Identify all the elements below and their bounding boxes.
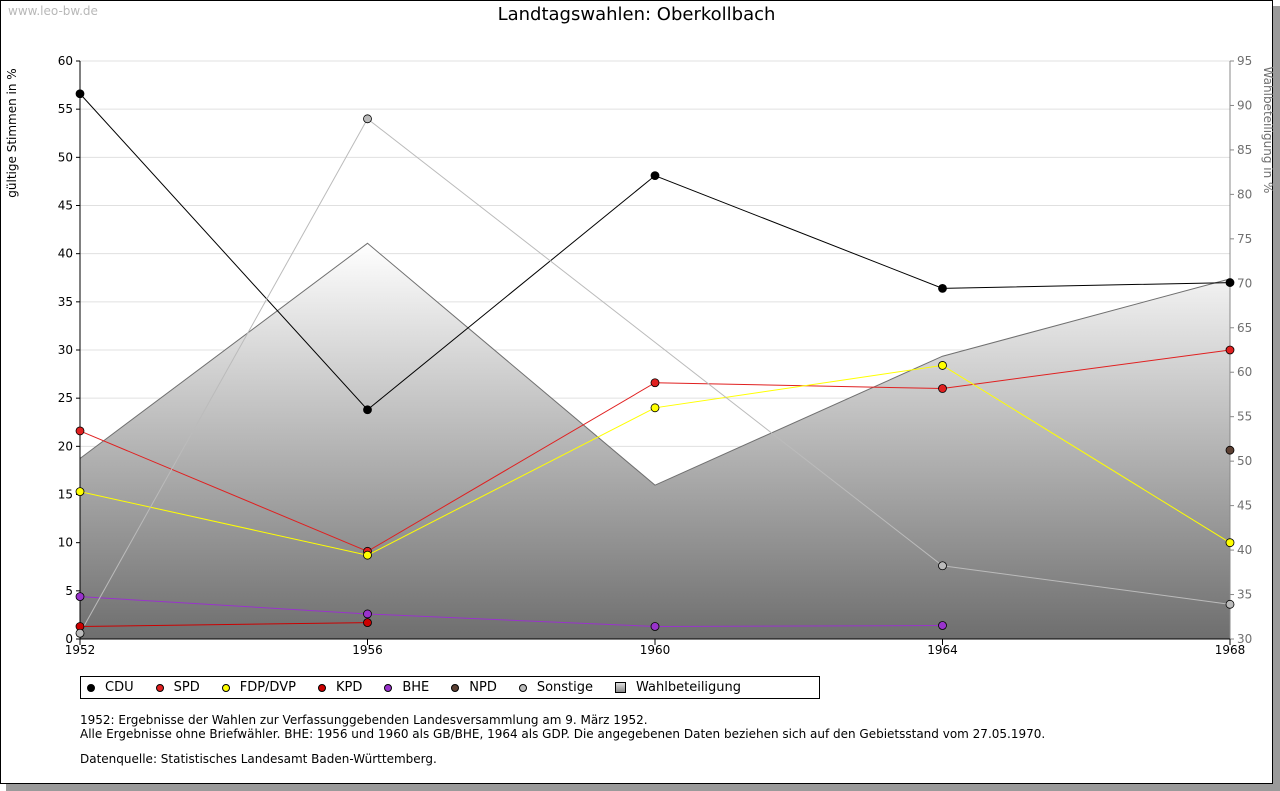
legend-item-spd: SPD (155, 680, 200, 695)
point-bhe (938, 621, 947, 630)
legend-item-fdp-dvp: FDP/DVP (221, 680, 296, 695)
frame-shadow-bottom (6, 784, 1280, 791)
point-kpd (363, 618, 372, 628)
y2-tick-label: 35 (1237, 588, 1252, 602)
x-tick-label: 1952 (65, 643, 96, 657)
y-axis-label: gültige Stimmen in % (5, 68, 19, 197)
point-fdp-dvp (363, 550, 372, 560)
legend-label: NPD (469, 680, 497, 695)
note-line: 1952: Ergebnisse der Wahlen zur Verfassu… (80, 713, 648, 727)
y2-tick-label: 90 (1237, 98, 1252, 112)
y-tick-label: 35 (58, 295, 73, 309)
point-cdu (75, 89, 85, 99)
point-bhe (650, 622, 660, 631)
point-spd (1225, 345, 1235, 355)
y-tick-label: 45 (58, 199, 73, 213)
y2-tick-label: 70 (1237, 276, 1252, 290)
chart-title: Landtagswahlen: Oberkollbach (497, 4, 776, 25)
point-bhe (363, 609, 372, 619)
x-tick-label: 1968 (1215, 643, 1246, 657)
point-fdp-dvp (75, 487, 85, 497)
legend-swatch (87, 683, 95, 692)
point-cdu (938, 283, 947, 293)
legend-item-cdu: CDU (87, 680, 134, 695)
y-tick-label: 10 (58, 536, 73, 550)
y2-tick-label: 75 (1237, 232, 1252, 246)
y-tick-label: 50 (58, 150, 73, 164)
point-fdp-dvp (650, 403, 660, 413)
legend-item-wahlbeteiligung: Wahlbeteiligung (615, 680, 741, 695)
point-cdu (363, 405, 372, 415)
line-bhe (79, 596, 943, 627)
legend-item-sonstige: Sonstige (518, 680, 594, 695)
watermark: www.leo-bw.de (8, 4, 98, 18)
legend-label: Wahlbeteiligung (636, 680, 742, 695)
point-bhe (75, 592, 85, 602)
legend-label: CDU (105, 680, 134, 695)
y2-tick-label: 95 (1237, 54, 1252, 68)
y2-tick-label: 40 (1237, 543, 1252, 557)
y2-axis-label: Wahlbeteiligung in % (1261, 67, 1273, 194)
y-tick-label: 55 (58, 102, 73, 116)
point-spd (938, 384, 947, 393)
area-wahlbeteiligung-outline (79, 242, 1231, 486)
y-tick-label: 25 (58, 391, 73, 405)
legend-item-bhe: BHE (384, 680, 429, 695)
point-spd (75, 426, 85, 436)
line-sonstige (79, 118, 1231, 634)
point-cdu (1225, 278, 1235, 287)
y2-tick-label: 55 (1237, 410, 1252, 424)
point-fdp-dvp (938, 361, 947, 370)
y2-tick-label: 60 (1237, 365, 1252, 379)
y-tick-label: 20 (58, 439, 73, 453)
legend-swatch (615, 682, 627, 693)
point-sonstige (363, 114, 372, 124)
x-tick-label: 1964 (927, 643, 958, 657)
legend: CDU SPD FDP/DVP KPD BHE NPD Sonstige Wahlbeteil… (80, 676, 820, 699)
legend-swatch (518, 683, 527, 692)
y-tick-label: 60 (58, 54, 73, 68)
y2-tick-label: 85 (1237, 143, 1252, 157)
y-tick-label: 40 (58, 247, 73, 261)
x-tick-label: 1960 (640, 643, 671, 657)
legend-swatch (155, 683, 164, 692)
chart-svg: 0 5 10 15 20 25 30 35 40 45 50 55 60 30 35 40 45 50 55 60 65… (5, 54, 1273, 657)
note-line: Alle Ergebnisse ohne Briefwähler. BHE: 1… (80, 727, 1046, 741)
y-tick-label: 5 (65, 584, 73, 598)
notes: 1952: Ergebnisse der Wahlen zur Verfassu… (80, 713, 1045, 741)
y-tick-label: 30 (58, 343, 73, 357)
y-tick-label: 15 (58, 488, 73, 502)
y-tick-label: 0 (65, 632, 73, 646)
legend-swatch (221, 683, 230, 692)
legend-label: BHE (402, 680, 430, 695)
area-wahlbeteiligung (80, 243, 1230, 640)
legend-label: KPD (335, 680, 363, 695)
y2-tick-label: 80 (1237, 187, 1252, 201)
y2-tick-label: 30 (1237, 632, 1252, 646)
x-tick-label: 1956 (352, 643, 383, 657)
point-sonstige (1225, 599, 1235, 609)
point-npd (1225, 445, 1235, 455)
point-fdp-dvp (1225, 538, 1235, 548)
legend-item-npd: NPD (451, 680, 497, 695)
legend-swatch (317, 683, 326, 692)
y2-tick-label: 50 (1237, 454, 1252, 468)
point-sonstige (75, 628, 85, 638)
point-cdu (650, 171, 660, 181)
legend-swatch (451, 683, 460, 692)
legend-label: Sonstige (536, 680, 594, 695)
y2-tick-label: 45 (1237, 499, 1252, 513)
legend-item-kpd: KPD (317, 680, 363, 695)
data-source: Datenquelle: Statistisches Landesamt Bad… (80, 752, 437, 766)
frame-shadow-right (1273, 6, 1280, 791)
legend-label: FDP/DVP (239, 680, 296, 695)
point-sonstige (938, 561, 947, 571)
point-spd (650, 378, 660, 388)
legend-swatch (384, 683, 393, 692)
line-kpd (79, 622, 368, 627)
legend-label: SPD (173, 680, 200, 695)
y2-tick-label: 65 (1237, 321, 1252, 335)
